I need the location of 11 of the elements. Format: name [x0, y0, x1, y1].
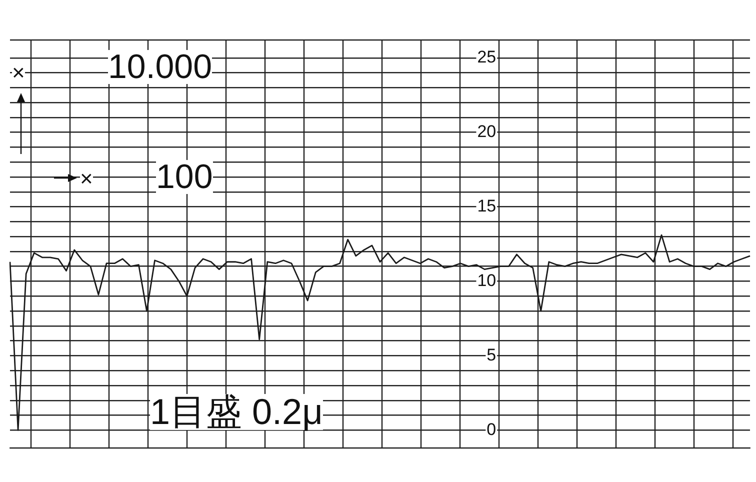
- y-tick-label: 15: [477, 196, 496, 216]
- annotation: ×: [80, 166, 93, 191]
- y-tick-label: 10: [477, 270, 496, 290]
- y-tick-label: 0: [486, 420, 496, 439]
- y-tick-label: 25: [477, 48, 496, 67]
- annotation: ×: [12, 60, 25, 85]
- annotation: 100: [156, 158, 213, 196]
- y-tick-label: 20: [477, 122, 496, 142]
- annotation: 1目盛 0.2μ: [150, 391, 323, 432]
- annotation: 10.000: [108, 48, 212, 86]
- y-tick-label: 5: [486, 345, 496, 364]
